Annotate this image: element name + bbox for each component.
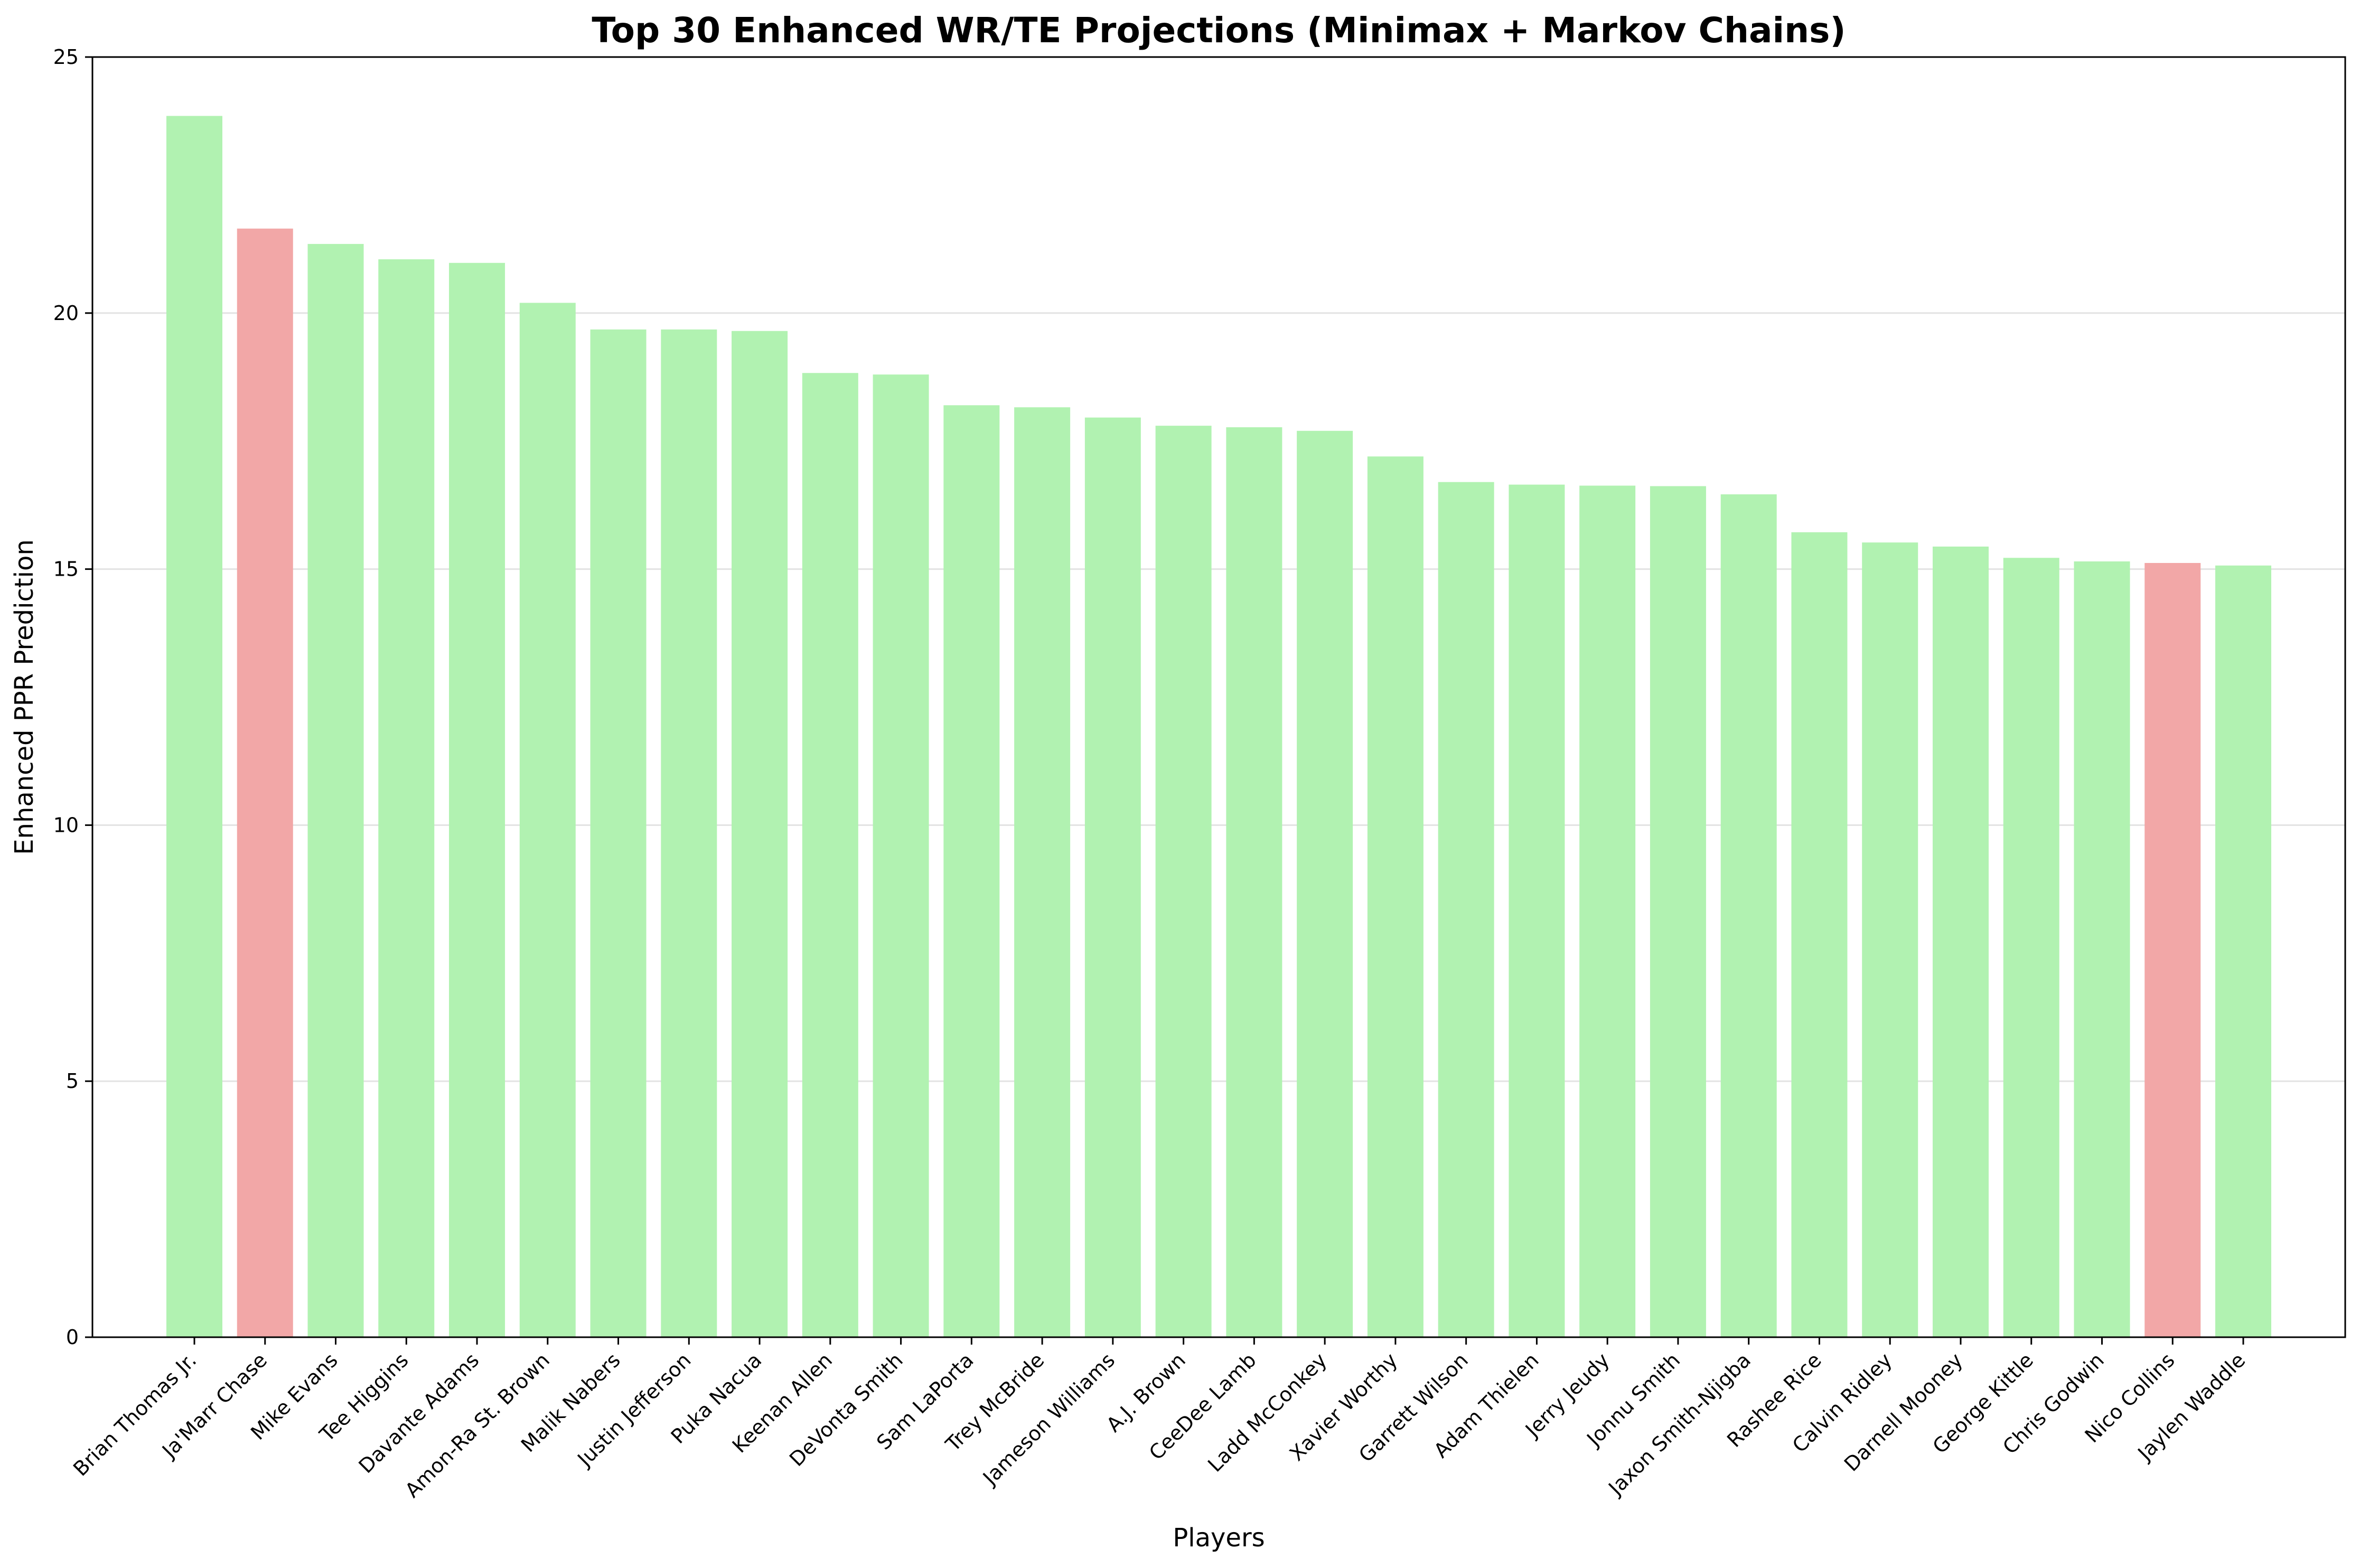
y-tick-label: 5 [66,1069,79,1093]
bar [1509,484,1565,1338]
bar [1720,494,1777,1338]
y-tick-label: 15 [53,558,79,581]
bar [943,405,1000,1337]
bar [449,262,505,1338]
chart-title: Top 30 Enhanced WR/TE Projections (Minim… [592,10,1846,51]
bar [2003,558,2059,1337]
y-tick-label: 10 [53,813,79,837]
bar [590,329,647,1338]
x-tick-label: Jaxon Smith-Njigba [1603,1348,1755,1500]
bar [873,374,929,1337]
plot-frame [91,56,2346,1338]
y-axis-title: Enhanced PPR Prediction [10,539,39,855]
bar [2144,562,2201,1337]
bar [1367,456,1424,1337]
bar [2074,561,2130,1337]
bar [802,373,858,1338]
x-axis-title: Players [1173,1523,1265,1553]
bar [1155,426,1212,1337]
y-tick-label: 25 [53,45,79,69]
bar [1297,430,1353,1337]
bar [1932,546,1989,1337]
bar [378,259,435,1338]
bar [1791,532,1848,1337]
bar [237,228,293,1338]
bar [1650,486,1706,1337]
bar [1226,427,1282,1338]
x-tick-label: Jameson Williams [978,1348,1119,1490]
bar [519,303,576,1338]
y-tick-label: 0 [66,1326,79,1349]
x-tick-label: Davante Adams [354,1348,484,1478]
bar [1579,485,1636,1337]
bar [1862,542,1918,1337]
y-tick-label: 20 [53,302,79,325]
bar [1438,482,1494,1337]
bar [1084,417,1141,1337]
bar [732,331,788,1337]
x-tick-label: Ladd McConkey [1203,1348,1331,1476]
bars [166,116,2271,1338]
bar [307,243,364,1337]
bar [661,329,717,1338]
y-axis-ticks: 0 5 10 15 20 25 [53,45,92,1349]
bar [1014,407,1071,1337]
bar [166,116,222,1338]
x-tick-label: Brian Thomas Jr. [69,1348,201,1480]
bar [2215,565,2271,1337]
x-tick-label: Darnell Mooney [1840,1348,1967,1476]
